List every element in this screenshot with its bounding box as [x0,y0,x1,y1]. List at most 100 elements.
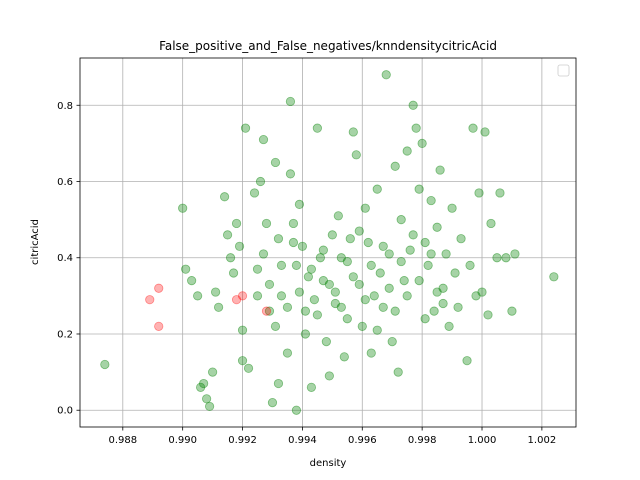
green-data-point [268,398,276,406]
green-data-point [430,307,438,315]
green-data-point [349,273,357,281]
y-tick-label: 0.2 [57,329,73,340]
green-data-point [238,356,246,364]
green-data-point [349,128,357,136]
green-data-point [397,215,405,223]
green-data-point [343,315,351,323]
y-tick-label: 0.6 [57,177,73,188]
red-data-point [238,292,246,300]
green-data-point [454,303,462,311]
green-data-point [208,368,216,376]
green-data-point [445,322,453,330]
green-data-point [307,265,315,273]
green-data-point [253,265,261,273]
green-data-point [259,135,267,143]
green-data-point [373,185,381,193]
green-data-point [358,322,366,330]
green-data-point [250,189,258,197]
green-data-point [418,139,426,147]
green-data-point [319,246,327,254]
green-data-point [101,360,109,368]
red-data-point [262,307,270,315]
x-tick-label: 0.990 [168,435,197,446]
green-data-point [406,246,414,254]
green-data-point [229,269,237,277]
green-data-point [289,219,297,227]
green-data-point [301,330,309,338]
green-data-point [355,227,363,235]
x-tick-label: 0.994 [288,435,317,446]
x-tick-label: 0.998 [408,435,437,446]
red-data-point [146,295,154,303]
green-data-point [448,204,456,212]
x-tick-label: 0.988 [108,435,137,446]
green-data-point [199,379,207,387]
green-data-point [253,292,261,300]
green-data-point [187,276,195,284]
green-data-point [244,364,252,372]
green-data-point [376,269,384,277]
green-data-point [421,315,429,323]
x-tick-label: 1.000 [468,435,497,446]
green-data-point [451,269,459,277]
green-data-point [370,292,378,300]
green-data-point [508,307,516,315]
green-data-point [433,223,441,231]
green-data-point [379,242,387,250]
green-data-point [226,254,234,262]
green-data-point [409,101,417,109]
green-data-point [352,151,360,159]
empty-legend [558,65,569,76]
x-axis-label: density [310,458,347,469]
green-data-point [469,124,477,132]
green-data-point [442,250,450,258]
x-tick-label: 0.996 [348,435,377,446]
green-data-point [292,261,300,269]
green-data-point [466,261,474,269]
green-data-point [496,189,504,197]
green-data-point [235,242,243,250]
green-data-point [325,372,333,380]
green-data-point [178,204,186,212]
green-data-point [301,307,309,315]
x-tick-label: 1.002 [528,435,557,446]
green-data-point [193,292,201,300]
green-data-point [409,231,417,239]
green-data-point [286,170,294,178]
green-data-point [286,97,294,105]
green-data-point [274,379,282,387]
green-data-point [334,212,342,220]
green-data-point [475,189,483,197]
green-data-point [439,299,447,307]
green-data-point [271,158,279,166]
green-data-point [283,303,291,311]
green-data-point [328,231,336,239]
green-data-point [481,128,489,136]
green-data-point [277,261,285,269]
green-data-point [322,337,330,345]
green-data-point [265,280,273,288]
green-data-point [274,234,282,242]
green-data-point [436,166,444,174]
x-tick-label: 0.992 [228,435,257,446]
red-data-point [155,284,163,292]
green-data-point [271,322,279,330]
green-data-point [367,261,375,269]
green-data-point [283,349,291,357]
green-data-point [298,242,306,250]
green-data-point [424,261,432,269]
green-data-point [433,288,441,296]
green-data-point [307,383,315,391]
green-data-point [550,273,558,281]
green-data-point [220,193,228,201]
green-data-point [292,406,300,414]
green-data-point [385,250,393,258]
green-data-point [493,254,501,262]
green-data-point [463,356,471,364]
green-data-point [397,257,405,265]
green-data-point [232,219,240,227]
green-data-point [340,353,348,361]
chart-title: False_positive_and_False_negatives/knnde… [159,39,497,53]
